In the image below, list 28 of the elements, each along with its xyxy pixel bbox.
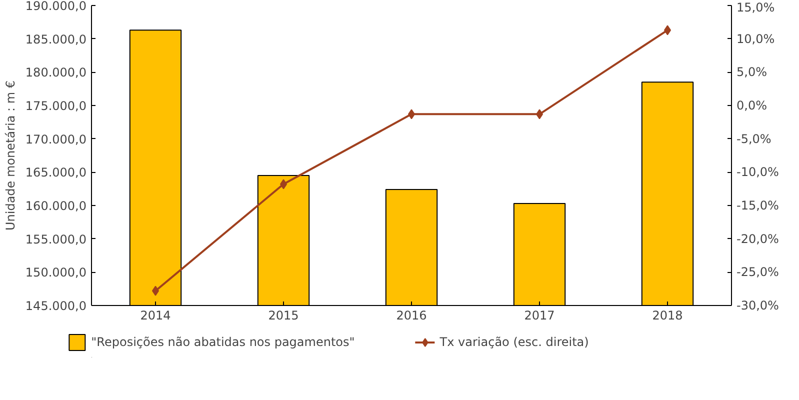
x-tick-label: 2014 [140,308,171,322]
y2-tick-label: 10,0% [736,32,775,46]
y-tick-label: 145.000,0 [25,299,87,313]
y2-tick-label: -20,0% [736,232,779,246]
y-tick-label: 175.000,0 [25,99,87,113]
legend-label: Tx variação (esc. direita) [440,335,589,349]
x-tick-label: 2017 [524,308,555,322]
y-tick-label: 155.000,0 [25,232,87,246]
x-tick-label: 2015 [268,308,299,322]
y-tick-label: 165.000,0 [25,166,87,180]
y2-tick-label: -30,0% [736,298,779,312]
y2-tick-label: -15,0% [736,198,779,212]
y-tick-label: 180.000,0 [25,66,87,80]
y-tick-label: 190.000,0 [25,0,87,13]
y2-tick-label: 15,0% [736,0,775,14]
x-tick-label: 2018 [652,308,683,322]
y2-tick-label: 0,0% [736,98,767,112]
y-tick-label: 185.000,0 [25,32,87,46]
y-tick-label: 170.000,0 [25,132,87,146]
y2-tick-label: -10,0% [736,165,779,180]
y2-tick-label: 5,0% [736,65,767,80]
legend-label: "Reposições não abatidas nos pagamentos" [91,335,355,349]
y2-tick-label: -5,0% [736,132,772,146]
y-axis-title: Unidade monetária : m € [3,80,18,231]
y2-tick-label: -25,0% [736,265,779,280]
y-tick-label: 160.000,0 [25,199,87,213]
x-tick-label: 2016 [396,308,427,322]
y-tick-label: 150.000,0 [25,266,87,280]
